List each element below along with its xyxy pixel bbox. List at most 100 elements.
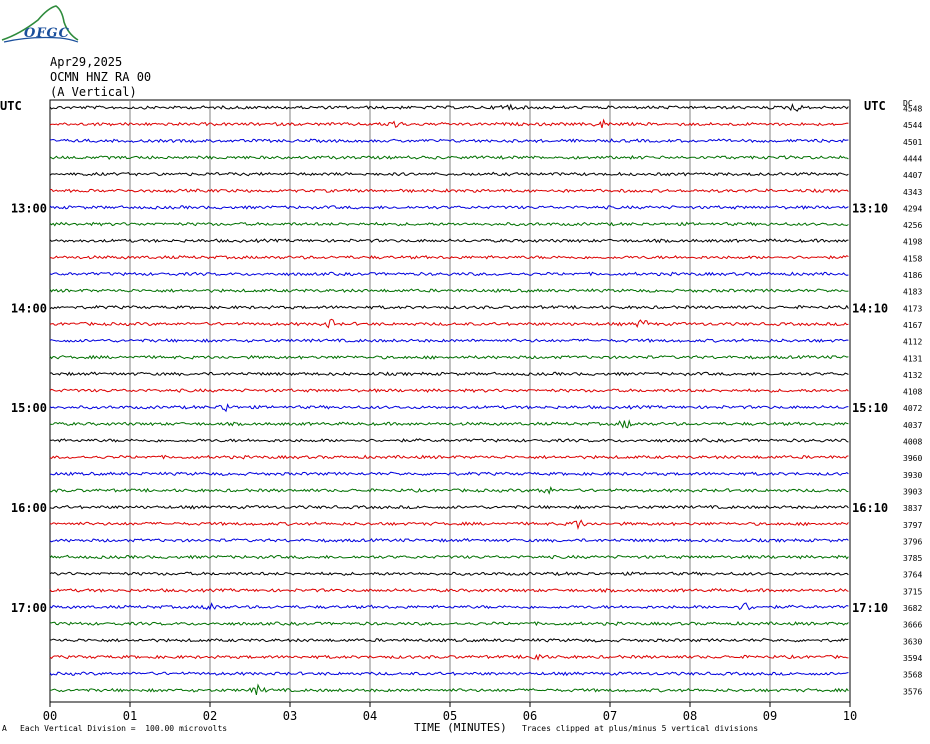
right-utc-label: UTC bbox=[864, 99, 886, 113]
trace-row bbox=[49, 537, 849, 543]
left-utc-label: UTC bbox=[0, 99, 22, 113]
dc-value: 4294 bbox=[903, 204, 922, 213]
right-time-label: 15:10 bbox=[852, 401, 888, 415]
x-tick-label: 10 bbox=[843, 709, 857, 723]
dc-value: 4198 bbox=[903, 238, 922, 247]
dc-value: 3837 bbox=[903, 504, 922, 513]
x-tick-label: 03 bbox=[283, 709, 297, 723]
trace-row bbox=[49, 155, 849, 160]
trace-row bbox=[49, 338, 849, 343]
trace-row bbox=[49, 438, 849, 443]
x-tick-label: 05 bbox=[443, 709, 457, 723]
left-time-label: 16:00 bbox=[11, 501, 47, 515]
x-tick-label: 04 bbox=[363, 709, 377, 723]
right-time-label: 17:10 bbox=[852, 601, 888, 615]
trace-row bbox=[50, 471, 849, 477]
station-label: OCMN HNZ RA 00 bbox=[50, 70, 152, 84]
x-tick-label: 09 bbox=[763, 709, 777, 723]
trace-row bbox=[49, 221, 849, 227]
x-tick-label: 00 bbox=[43, 709, 57, 723]
left-time-label: 13:00 bbox=[11, 201, 47, 215]
dc-value: 3682 bbox=[903, 604, 922, 613]
dc-value: 3576 bbox=[903, 687, 922, 696]
trace-row bbox=[49, 519, 849, 530]
dc-value: 4112 bbox=[903, 338, 922, 347]
dc-value: 3715 bbox=[903, 587, 922, 596]
trace-row bbox=[49, 188, 849, 194]
trace-row bbox=[49, 354, 849, 360]
trace-row bbox=[49, 683, 849, 696]
trace-row bbox=[49, 571, 849, 577]
scale-note: Each Vertical Division = 100.00 microvol… bbox=[20, 724, 228, 733]
trace-row bbox=[49, 171, 849, 177]
x-tick-label: 01 bbox=[123, 709, 137, 723]
dc-value: 4183 bbox=[903, 288, 922, 297]
dc-value: 4256 bbox=[903, 221, 922, 230]
dc-value: 3903 bbox=[903, 487, 922, 496]
clip-note: Traces clipped at plus/minus 5 vertical … bbox=[522, 724, 759, 733]
trace-row bbox=[49, 554, 849, 560]
x-axis-title: TIME (MINUTES) bbox=[414, 721, 507, 734]
trace-row bbox=[49, 637, 849, 643]
dc-value: 3960 bbox=[903, 454, 922, 463]
dc-value: 3594 bbox=[903, 654, 922, 663]
dc-value: 4544 bbox=[903, 121, 922, 130]
right-time-label: 14:10 bbox=[852, 301, 888, 315]
trace-row bbox=[49, 138, 849, 144]
trace-row bbox=[49, 118, 849, 129]
trace-row bbox=[49, 403, 849, 413]
trace-row bbox=[49, 486, 849, 495]
right-time-label: 16:10 bbox=[852, 501, 888, 515]
trace-row bbox=[49, 504, 849, 510]
trace-row bbox=[49, 419, 849, 429]
dc-value: 4008 bbox=[903, 438, 922, 447]
dc-value: 4131 bbox=[903, 354, 922, 363]
dc-value: 3666 bbox=[903, 621, 922, 630]
dc-value: 4072 bbox=[903, 404, 922, 413]
trace-row bbox=[49, 304, 849, 310]
volcano-logo-icon bbox=[1, 5, 79, 43]
x-tick-label: 07 bbox=[603, 709, 617, 723]
dc-value: 3785 bbox=[903, 554, 922, 563]
dc-value: 4158 bbox=[903, 254, 922, 263]
trace-row bbox=[49, 454, 849, 460]
component-label: (A Vertical) bbox=[50, 85, 137, 99]
dc-value: 3568 bbox=[903, 671, 922, 680]
trace-row bbox=[49, 205, 849, 210]
dc-value: 3764 bbox=[903, 571, 922, 580]
x-tick-label: 06 bbox=[523, 709, 537, 723]
left-time-label: 17:00 bbox=[11, 601, 47, 615]
date-label: Apr29,2025 bbox=[50, 55, 123, 69]
dc-value: 4548 bbox=[903, 105, 922, 114]
trace-row bbox=[49, 371, 849, 377]
trace-row bbox=[49, 254, 849, 260]
dc-value: 3930 bbox=[903, 471, 922, 480]
left-time-label: 15:00 bbox=[11, 401, 47, 415]
x-tick-label: 02 bbox=[203, 709, 217, 723]
x-tick-label: 08 bbox=[683, 709, 697, 723]
trace-row bbox=[49, 318, 849, 329]
dc-value: 3630 bbox=[903, 637, 922, 646]
logo-text: OFGC bbox=[24, 26, 71, 41]
dc-value: 3796 bbox=[903, 537, 922, 546]
trace-row bbox=[49, 388, 849, 393]
right-time-label: 13:10 bbox=[852, 201, 888, 215]
dc-value: 4343 bbox=[903, 188, 922, 197]
trace-row bbox=[49, 671, 849, 677]
dc-value: 4173 bbox=[903, 304, 922, 313]
dc-value: 4108 bbox=[903, 388, 922, 397]
left-time-label: 14:00 bbox=[11, 301, 47, 315]
dc-value: 4037 bbox=[903, 421, 922, 430]
dc-value: 3797 bbox=[903, 521, 922, 530]
trace-row bbox=[49, 602, 849, 611]
dc-value: 4444 bbox=[903, 154, 922, 163]
dc-value: 4167 bbox=[903, 321, 922, 330]
trace-row bbox=[49, 587, 849, 593]
dc-value: 4186 bbox=[903, 271, 922, 280]
dc-value: 4407 bbox=[903, 171, 922, 180]
trace-row bbox=[49, 621, 849, 627]
corner-mark: A bbox=[2, 724, 7, 733]
trace-row bbox=[49, 102, 849, 112]
trace-row bbox=[49, 238, 849, 244]
